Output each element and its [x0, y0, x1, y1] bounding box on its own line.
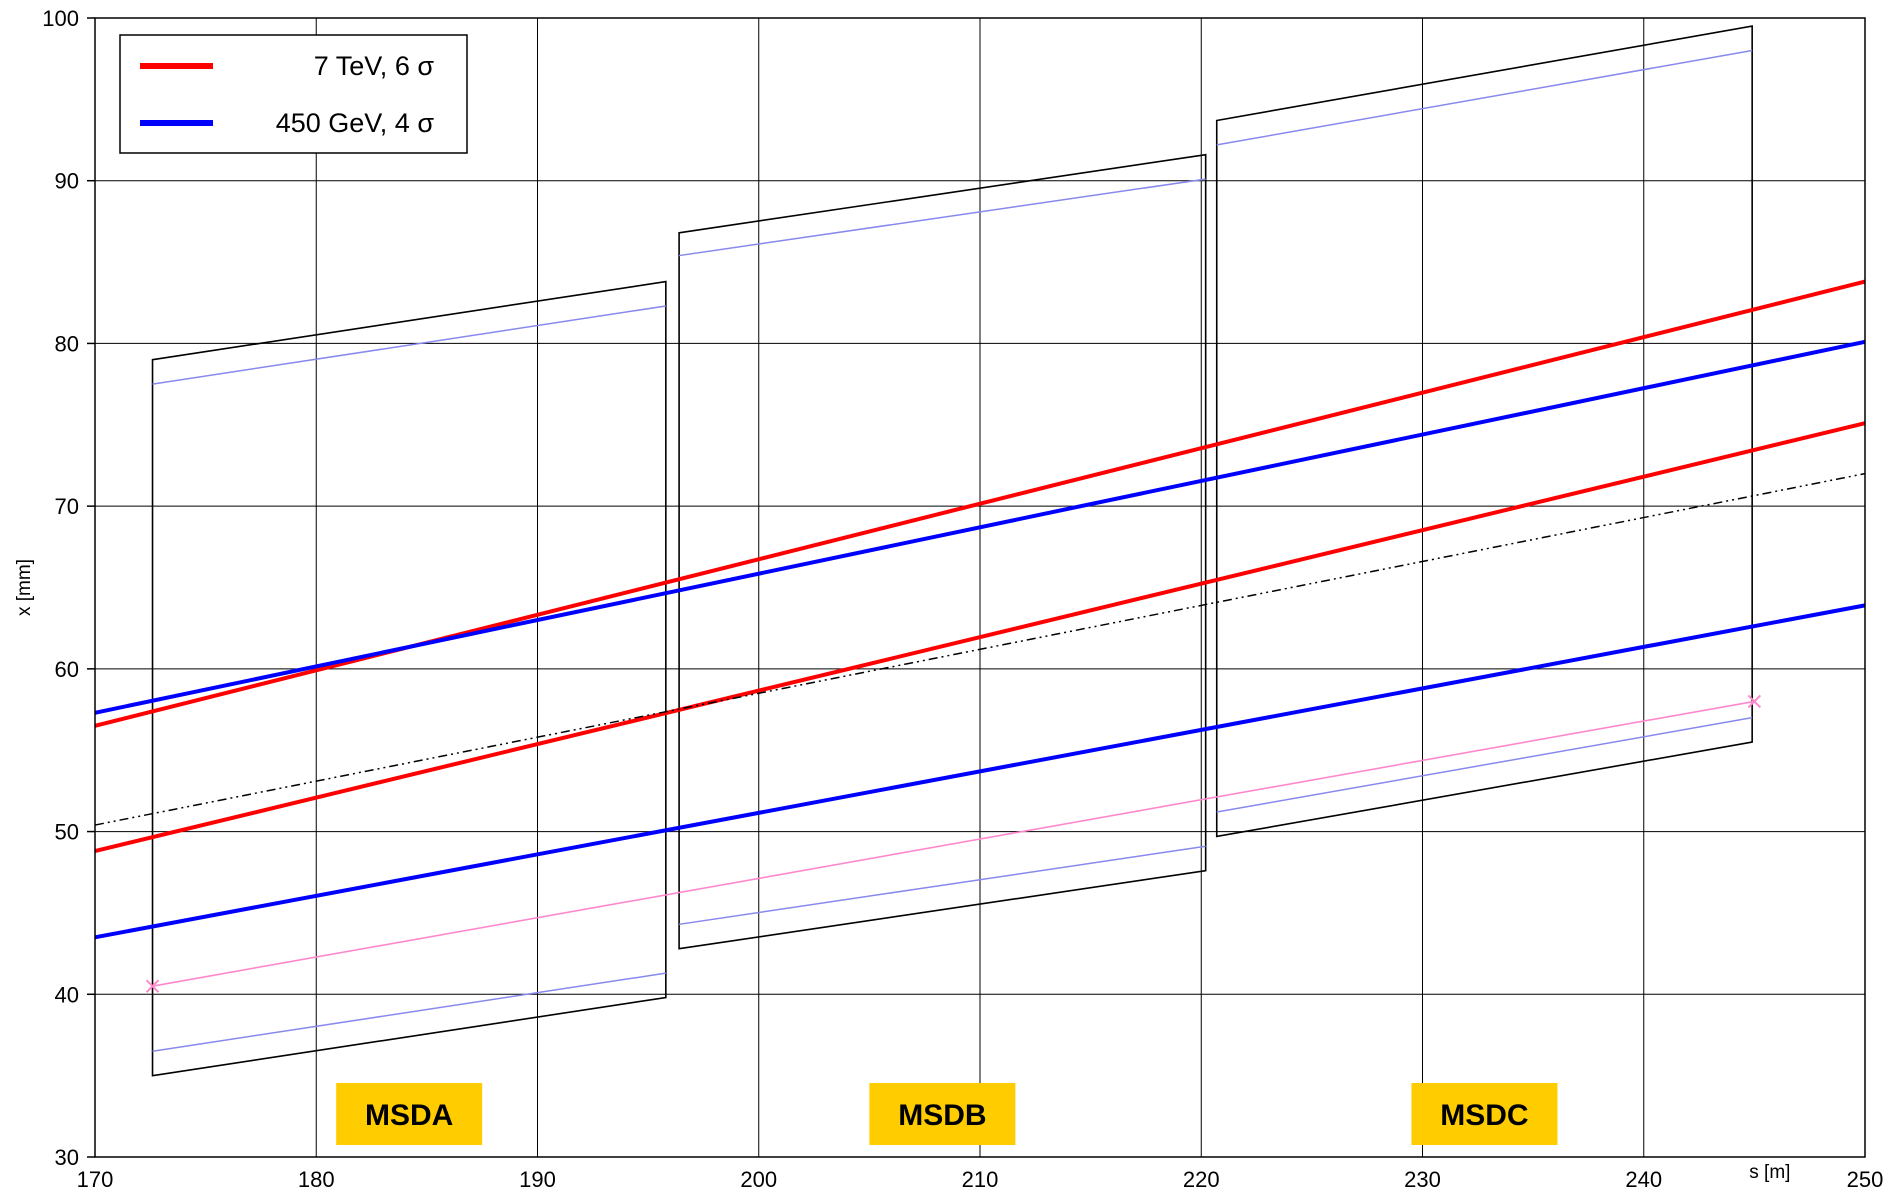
magnet-outline: [678, 153, 1207, 950]
magnet-label: MSDB: [898, 1099, 986, 1132]
magnet-labels: MSDA MSDB MSDC: [336, 1083, 1558, 1145]
magnet-apertures: [151, 25, 1753, 1077]
x-tick-label: 180: [298, 1167, 335, 1189]
y-axis-title: x [mm]: [14, 559, 35, 616]
y-tick-label: 30: [55, 1145, 79, 1170]
x-tick-label: 230: [1404, 1167, 1441, 1189]
y-tick-label: 90: [55, 169, 79, 194]
y-tick-label: 80: [55, 331, 79, 356]
magnet-label-box: [1411, 1083, 1558, 1145]
magnet-label-box: [869, 1083, 1016, 1145]
magnet-label: MSDC: [1440, 1099, 1528, 1132]
magnet-inner-line: [678, 845, 1206, 926]
magnet-inner-line: [152, 305, 666, 385]
magnet-inner-line: [1216, 49, 1753, 146]
y-tick-label: 40: [55, 982, 79, 1007]
magnet-outline: [151, 280, 667, 1077]
magnet-outline: [1215, 25, 1753, 838]
legend-label-450gev: 450 GeV, 4 σ: [276, 108, 435, 138]
x-tick-label: 240: [1625, 1167, 1662, 1189]
x-marker: [145, 979, 160, 993]
reference-thin-line: [152, 700, 1755, 987]
legend-box: [119, 34, 468, 154]
tick-labels: 170 180 190 200 210 220 230 240 250 30 40 50 60 70 80 9…: [42, 6, 1883, 1189]
x-tick-label: 190: [519, 1167, 556, 1189]
envelope-7tev: [94, 421, 1866, 854]
y-tick-label: 70: [55, 494, 79, 519]
legend: 7 TeV, 6 σ 450 GeV, 4 σ: [119, 34, 468, 154]
beam-envelopes: [94, 279, 1866, 993]
x-tick-label: 220: [1183, 1167, 1220, 1189]
grid: [87, 17, 1865, 1158]
envelope-450gev: [94, 339, 1866, 715]
x-tick-label: 170: [77, 1167, 114, 1189]
x-tick-label: 210: [962, 1167, 999, 1189]
magnet-inner-line: [678, 178, 1206, 257]
magnet-label: MSDA: [365, 1099, 453, 1132]
envelope-450gev: [94, 603, 1866, 940]
x-marker: [1747, 694, 1762, 709]
magnet-inner-line: [152, 972, 666, 1052]
legend-label-7tev: 7 TeV, 6 σ: [314, 51, 435, 81]
magnet-inner-line: [1216, 716, 1753, 813]
magnet-label-box: [336, 1083, 483, 1145]
reference-dash-dot-line: [94, 472, 1866, 826]
y-tick-label: 50: [55, 820, 79, 845]
x-tick-label: 200: [740, 1167, 777, 1189]
x-tick-label: 250: [1847, 1167, 1884, 1189]
plot-frame: [94, 17, 1866, 1158]
x-axis-title: s [m]: [1749, 1162, 1790, 1183]
y-tick-label: 100: [42, 6, 79, 31]
y-tick-label: 60: [55, 657, 79, 682]
